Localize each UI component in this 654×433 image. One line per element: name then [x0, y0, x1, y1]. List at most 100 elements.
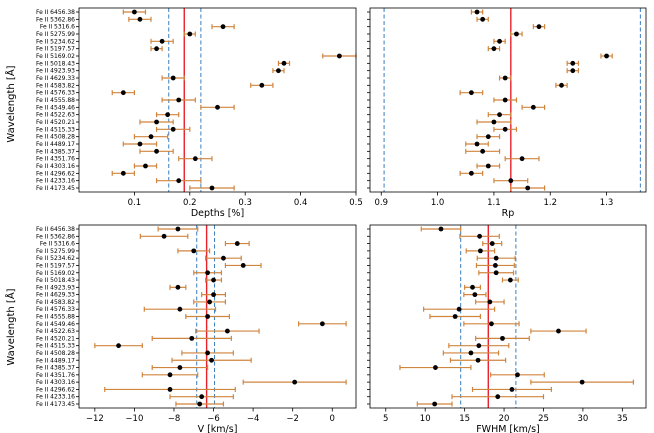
- data-point: [205, 314, 211, 319]
- y-tick-label: Fe II 4522.63: [36, 328, 75, 335]
- data-point: [170, 75, 176, 81]
- y-tick-label: Fe II 4351.76: [36, 156, 75, 163]
- data-point: [530, 104, 536, 110]
- y-tick-label: Fe II 4233.16: [36, 178, 75, 185]
- x-axis-label: V [km/s]: [198, 424, 238, 433]
- x-tick-label: 30: [578, 414, 589, 424]
- x-tick-label: 1.1: [487, 198, 501, 208]
- data-point: [472, 292, 478, 298]
- data-point: [281, 60, 287, 66]
- y-tick-label: Fe II 5169.02: [36, 270, 75, 277]
- data-point: [319, 321, 325, 327]
- y-tick-label: Fe II 4520.21: [36, 335, 75, 342]
- x-axis-label: Depths [%]: [191, 208, 244, 219]
- data-point: [276, 68, 281, 74]
- svg-text:Wavelength [Å]: Wavelength [Å]: [4, 288, 17, 365]
- data-point: [211, 292, 216, 298]
- panel-fwhm: 5 10 15 20 25 30 35 FWHM [km/s]: [367, 224, 647, 433]
- data-point: [240, 263, 246, 268]
- y-tick-label: Fe II 4555.88: [36, 314, 75, 321]
- ylabel-top: Wavelength [Å]: [4, 65, 17, 142]
- y-tick-label: Fe II 4520.21: [36, 119, 75, 126]
- data-point: [579, 379, 585, 385]
- data-point: [165, 112, 171, 118]
- data-point: [500, 335, 505, 341]
- x-tick-label: 20: [499, 414, 510, 424]
- x-tick-label: 0.2: [183, 198, 197, 208]
- y-tick-label: Fe II 4351.76: [36, 372, 75, 379]
- data-point: [493, 255, 499, 261]
- y-tick-label: Fe II 4508.28: [36, 134, 75, 141]
- axes-frame: [369, 224, 647, 409]
- data-point: [474, 9, 480, 15]
- y-tick-label: Fe II 4303.16: [36, 379, 75, 386]
- data-point: [497, 38, 502, 44]
- data-point: [476, 343, 482, 349]
- data-point: [493, 270, 499, 276]
- data-point: [477, 233, 483, 239]
- panel-rp: 0.9 1.0 1.1 1.2 1.3 Rp: [367, 7, 647, 219]
- data-point: [154, 46, 159, 52]
- data-point: [468, 90, 474, 96]
- data-point: [199, 394, 205, 400]
- x-tick-label: −12: [86, 414, 104, 424]
- y-tick-label: Fe II 4233.16: [36, 394, 75, 401]
- x-tick-label: 35: [617, 414, 628, 424]
- data-point: [205, 270, 211, 276]
- data-point: [143, 163, 148, 169]
- data-point: [336, 53, 342, 59]
- x-tick-label: 10: [420, 414, 431, 424]
- svg-text:Wavelength [Å]: Wavelength [Å]: [4, 65, 17, 142]
- x-tick-label: 1.2: [543, 198, 557, 208]
- y-tick-label: Fe II 5234.62: [36, 255, 75, 262]
- y-tick-label: Fe II 4173.45: [36, 401, 75, 408]
- data-point: [502, 97, 508, 103]
- x-tick-label: 0.1: [128, 198, 142, 208]
- y-tick-label: Fe II 6456.38: [36, 226, 75, 233]
- data-point: [502, 75, 508, 81]
- data-point: [161, 233, 167, 239]
- data-point: [154, 148, 159, 154]
- data-point: [234, 241, 240, 246]
- ylabel-bottom: Wavelength [Å]: [4, 288, 17, 365]
- data-point: [480, 148, 486, 154]
- x-tick-label: −6: [207, 414, 220, 424]
- data-point: [491, 119, 497, 125]
- data-point: [438, 226, 444, 232]
- x-axis-label: FWHM [km/s]: [476, 424, 540, 433]
- data-point: [205, 350, 211, 356]
- y-tick-label: Fe II 4385.37: [36, 365, 75, 372]
- x-tick-label: 1.3: [600, 198, 614, 208]
- y-tick-label: Fe II 4629.33: [36, 75, 75, 82]
- y-tick-label: Fe II 5018.43: [36, 60, 75, 67]
- data-point: [485, 163, 491, 169]
- data-point: [507, 277, 513, 283]
- data-point: [259, 82, 265, 88]
- data-point: [475, 357, 481, 363]
- x-tick-label: −10: [125, 414, 143, 424]
- data-point: [478, 248, 483, 254]
- y-tick-label: Fe II 4385.37: [36, 148, 75, 155]
- y-tick-label: Fe II 5275.99: [36, 31, 75, 38]
- data-point: [154, 119, 159, 125]
- data-point: [433, 365, 438, 370]
- data-point: [559, 82, 564, 88]
- data-point: [175, 226, 181, 232]
- data-point: [209, 185, 215, 191]
- y-tick-label: Fe II 4576.33: [36, 306, 75, 313]
- data-point: [480, 16, 486, 22]
- data-point: [604, 53, 609, 59]
- data-point: [137, 141, 143, 147]
- data-point: [148, 134, 154, 140]
- data-point: [120, 90, 126, 96]
- data-point: [515, 372, 520, 378]
- y-tick-label: Fe II 4508.28: [36, 350, 75, 357]
- data-point: [120, 170, 126, 176]
- y-tick-label: Fe II 4549.46: [36, 104, 75, 111]
- data-point: [292, 379, 298, 385]
- y-tick-label: Fe II 4489.17: [36, 141, 75, 148]
- data-point: [508, 178, 514, 184]
- data-point: [177, 365, 183, 370]
